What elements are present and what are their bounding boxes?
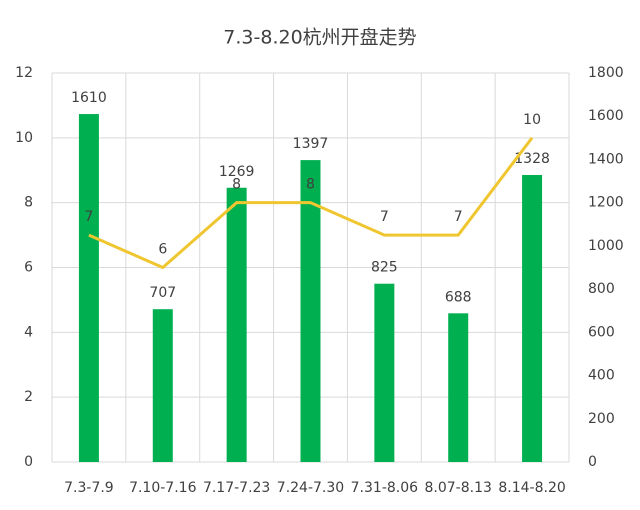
y2-tick-label: 400 [588, 368, 615, 384]
bar [522, 175, 543, 462]
x-tick-label: 8.14-8.20 [498, 480, 565, 496]
y2-tick-label: 0 [588, 454, 597, 470]
line-value-label: 8 [232, 177, 241, 193]
bar-value-label: 1610 [71, 90, 107, 106]
y-tick-label: 0 [24, 454, 33, 470]
line-value-label: 8 [306, 177, 315, 193]
x-tick-label: 7.10-7.16 [129, 480, 196, 496]
bar [300, 160, 321, 462]
line-value-label: 6 [158, 242, 167, 258]
x-tick-label: 8.07-8.13 [425, 480, 492, 496]
chart-title: 7.3-8.20杭州开盘走势 [223, 27, 416, 49]
bar-value-label: 688 [445, 289, 472, 305]
bar-value-label: 1269 [219, 164, 255, 180]
x-tick-label: 7.31-8.06 [351, 480, 418, 496]
y2-tick-label: 1000 [588, 238, 624, 254]
y2-tick-label: 1600 [588, 108, 624, 124]
line-value-label: 7 [380, 209, 389, 225]
bar-value-label: 1328 [514, 151, 550, 167]
line-value-label: 10 [523, 112, 541, 128]
line [88, 136, 534, 269]
bar-value-label: 1397 [293, 136, 329, 152]
y2-tick-label: 1400 [588, 151, 624, 167]
y-tick-label: 4 [24, 324, 33, 340]
y-tick-label: 12 [15, 65, 33, 81]
y-tick-label: 6 [24, 260, 33, 276]
bar-value-label: 825 [371, 260, 398, 276]
bar [226, 187, 247, 462]
bar [78, 114, 99, 463]
y2-tick-label: 200 [588, 411, 615, 427]
y-tick-label: 10 [15, 130, 33, 146]
x-tick-label: 7.24-7.30 [277, 480, 344, 496]
bar [448, 313, 469, 462]
y2-tick-label: 800 [588, 281, 615, 297]
y-tick-label: 2 [24, 389, 33, 405]
line-value-label: 7 [454, 209, 463, 225]
bar [374, 283, 395, 462]
x-tick-label: 7.3-7.9 [64, 480, 114, 496]
y2-tick-label: 600 [588, 324, 615, 340]
bar-value-label: 707 [149, 285, 176, 301]
y-tick-label: 8 [24, 195, 33, 211]
x-tick-label: 7.17-7.23 [203, 480, 270, 496]
line-value-label: 7 [84, 209, 93, 225]
y2-tick-label: 1800 [588, 65, 624, 81]
y2-tick-label: 1200 [588, 195, 624, 211]
bar [152, 309, 173, 462]
